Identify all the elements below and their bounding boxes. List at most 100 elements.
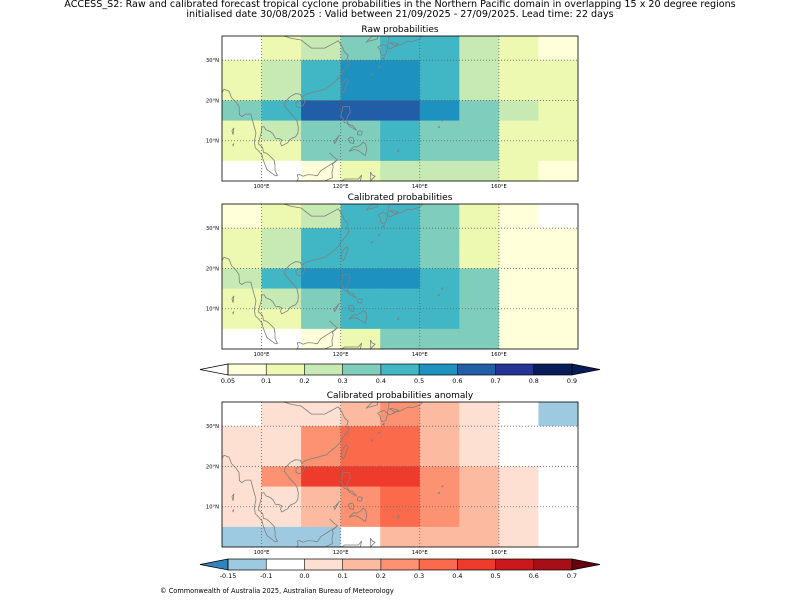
- heatmap-cell: [261, 402, 302, 427]
- heatmap-cell: [459, 526, 500, 548]
- coastline: [397, 316, 400, 321]
- colorbar-tick-label: 0.05: [221, 377, 235, 385]
- heatmap-cell: [419, 204, 460, 229]
- coastline: [377, 212, 389, 225]
- colorbar-segment: [380, 364, 420, 375]
- heatmap-cell: [380, 140, 421, 162]
- coastline: [369, 171, 376, 183]
- colorbar-segment: [228, 364, 267, 375]
- heatmap-cell: [538, 506, 579, 528]
- colorbar-tick-label: -0.15: [220, 572, 237, 580]
- heatmap-cell: [419, 328, 460, 350]
- copyright-footer: © Commonwealth of Australia 2025, Austra…: [160, 587, 394, 595]
- colorbar-segment: [304, 559, 343, 570]
- heatmap-cell: [380, 308, 421, 330]
- coastline: [296, 152, 339, 182]
- map-panel-2: Calibrated probabilities 100°E 120°E 140°E 1…: [206, 193, 579, 358]
- heatmap-cell: [222, 248, 262, 269]
- heatmap-cell: [380, 288, 421, 310]
- coastline: [370, 72, 374, 76]
- heatmap-cell: [498, 228, 539, 249]
- colorbar-segment: [457, 364, 496, 375]
- coastline: [397, 148, 400, 153]
- heatmap-cell: [261, 100, 302, 121]
- heatmap-cell: [538, 100, 579, 121]
- x-tick-label: 100°E: [254, 184, 270, 190]
- y-tick-label: 10°N: [206, 139, 219, 145]
- heatmap-cell: [340, 426, 381, 447]
- coastline: [340, 274, 357, 299]
- coastline: [356, 298, 363, 304]
- heatmap-cell: [498, 288, 539, 310]
- heatmap-cell: [498, 204, 539, 229]
- heatmap-cell: [419, 140, 460, 162]
- coastline: [296, 320, 339, 350]
- colorbar-2: -0.15 -0.1 0.0 0.1 0.2 0.3 0.4 0.5 0.6 0.7: [199, 558, 601, 580]
- coastline: [381, 422, 386, 427]
- heatmap-cell: [222, 60, 262, 81]
- coastline: [389, 407, 400, 413]
- heatmap-cell: [498, 248, 539, 269]
- heatmap-cell: [459, 120, 500, 142]
- x-tick-label: 120°E: [333, 550, 349, 556]
- heatmap-cell: [419, 120, 460, 142]
- heatmap-cell: [380, 526, 421, 548]
- coastline: [295, 99, 306, 109]
- heatmap-cell: [301, 308, 342, 330]
- coastline: [377, 431, 382, 435]
- coastline: [437, 293, 440, 297]
- y-tick-label: 10°N: [206, 307, 219, 313]
- heatmap-cell: [498, 268, 539, 289]
- heatmap-cell: [301, 328, 342, 350]
- heatmap-cell: [538, 526, 579, 548]
- coastline: [333, 302, 340, 313]
- heatmap-cell: [419, 308, 460, 330]
- coastline: [340, 78, 349, 94]
- heatmap-cell: [380, 100, 421, 121]
- heatmap-cell: [261, 228, 302, 249]
- heatmap-cell: [261, 204, 302, 229]
- heatmap-cell: [301, 268, 342, 289]
- coastline: [356, 496, 363, 502]
- heatmap-cell: [419, 402, 460, 427]
- coastline: [231, 493, 235, 501]
- colorbar-tick-label: 0.7: [567, 572, 577, 580]
- coastline: [377, 410, 389, 423]
- coastline: [348, 507, 368, 523]
- heatmap-cell: [538, 466, 579, 487]
- heatmap-cell: [459, 80, 500, 101]
- heatmap-cell: [301, 120, 342, 142]
- heatmap-cell: [498, 466, 539, 487]
- coastline: [340, 106, 357, 131]
- heatmap-cell: [459, 446, 500, 467]
- heatmap-cell: [459, 506, 500, 528]
- heatmap-cell: [419, 526, 460, 548]
- heatmap-cell: [498, 526, 539, 548]
- colorbar-segment: [495, 364, 535, 375]
- heatmap-cell: [498, 446, 539, 467]
- coastline: [370, 438, 374, 442]
- heatmap-cell: [301, 228, 342, 249]
- heatmap-cell: [538, 160, 579, 182]
- heatmap-cell: [380, 80, 421, 101]
- heatmap-cell: [340, 506, 381, 528]
- heatmap-cell: [261, 120, 302, 142]
- x-tick-label: 140°E: [412, 352, 428, 358]
- colorbar-tick-label: 0.6: [452, 377, 462, 385]
- heatmap-cell: [538, 288, 579, 310]
- coastline: [221, 203, 350, 345]
- coastline: [389, 209, 400, 215]
- colorbar-tick-label: 0.0: [299, 572, 309, 580]
- heatmap-cell: [222, 506, 262, 528]
- heatmap-cell: [459, 160, 500, 182]
- coastline: [389, 41, 400, 47]
- map-frame: [221, 35, 579, 182]
- heatmap-cell: [538, 120, 579, 142]
- heatmap-cell: [459, 100, 500, 121]
- colorbar-1: 0.05 0.1 0.2 0.3 0.4 0.5 0.6 0.7 0.8 0.9: [199, 363, 601, 385]
- colorbar-segment: [342, 364, 382, 375]
- heatmap-cell: [380, 60, 421, 81]
- heatmap-cell: [261, 446, 302, 467]
- colorbar-tick-label: 0.6: [529, 572, 539, 580]
